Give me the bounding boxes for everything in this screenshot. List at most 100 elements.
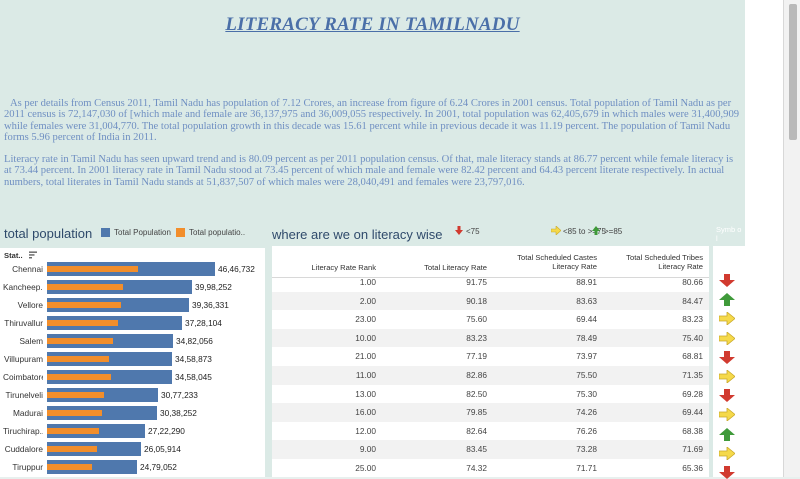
literacy-section-title: where are we on literacy wise <box>272 227 443 242</box>
total-population-bar-2[interactable] <box>47 374 111 380</box>
literacy-paragraph: Literacy rate in Tamil Nadu has seen upw… <box>4 154 734 188</box>
table-row[interactable]: 21.00 77.19 73.97 68.81 <box>272 347 709 366</box>
legend-label-total-population[interactable]: Total Population <box>114 228 171 237</box>
sort-icon[interactable] <box>29 251 38 259</box>
table-row[interactable]: 12.00 82.64 76.26 68.38 <box>272 422 709 441</box>
column-header-rank[interactable]: Literacy Rate Rank <box>311 263 376 272</box>
vertical-scrollbar[interactable] <box>783 0 800 477</box>
population-row[interactable]: Kancheep.. 39,98,252 <box>0 279 265 297</box>
total-literacy-cell: 79.85 <box>466 407 487 418</box>
column-header-st-literacy[interactable]: Total Scheduled Tribes Literacy Rate <box>626 253 703 271</box>
population-row[interactable]: Tiruchirap.. 27,22,290 <box>0 423 265 441</box>
sc-literacy-cell: 76.26 <box>576 425 597 436</box>
header-divider <box>272 277 709 278</box>
rank-cell: 1.00 <box>359 277 376 287</box>
legend-label-above-85[interactable]: >=85 <box>604 227 623 236</box>
legend-label-total-population-2[interactable]: Total populatio.. <box>189 228 246 237</box>
population-row[interactable]: Salem 34,82,056 <box>0 333 265 351</box>
legend-label-75-to-85[interactable]: <85 to >=75 <box>563 227 606 236</box>
st-literacy-cell: 84.47 <box>682 295 703 306</box>
population-row[interactable]: Villupuram 34,58,873 <box>0 351 265 369</box>
rank-cell: 11.00 <box>355 370 376 380</box>
legend-label-below-75[interactable]: <75 <box>466 227 480 236</box>
total-population-bar-2[interactable] <box>47 392 104 398</box>
table-row[interactable]: 13.00 82.50 75.30 69.28 <box>272 385 709 404</box>
total-population-bar-2[interactable] <box>47 464 92 470</box>
table-row[interactable]: 10.00 83.23 78.49 75.40 <box>272 328 709 348</box>
population-row[interactable]: Tiruppur 24,79,052 <box>0 459 265 477</box>
total-literacy-cell: 90.18 <box>466 295 487 306</box>
population-row[interactable]: Madurai 30,38,252 <box>0 405 265 423</box>
population-value: 34,58,873 <box>175 354 212 364</box>
rank-cell: 23.00 <box>355 314 376 325</box>
table-row[interactable]: 1.00 91.75 88.91 80.66 <box>272 273 709 292</box>
right-blank-area <box>745 0 784 477</box>
symbol-column <box>713 246 745 479</box>
district-name: Tiruppur <box>12 462 43 472</box>
rank-cell: 25.00 <box>355 463 376 473</box>
total-population-bar-2[interactable] <box>47 356 109 362</box>
total-population-bar-2[interactable] <box>47 338 113 344</box>
total-population-bar[interactable] <box>47 460 137 474</box>
table-row[interactable]: 16.00 79.85 74.26 69.44 <box>272 403 709 422</box>
table-row[interactable]: 23.00 75.60 69.44 83.23 <box>272 310 709 329</box>
table-row[interactable]: 9.00 83.45 73.28 71.69 <box>272 440 709 459</box>
total-population-bar-2[interactable] <box>47 266 138 272</box>
table-row[interactable]: 11.00 82.86 75.50 71.35 <box>272 366 709 385</box>
population-section-title: total population <box>4 226 93 241</box>
population-value: 37,28,104 <box>185 318 222 328</box>
total-population-bar-2[interactable] <box>47 428 99 434</box>
st-literacy-cell: 75.40 <box>682 332 703 343</box>
population-row[interactable]: Cuddalore 26,05,914 <box>0 441 265 459</box>
population-value: 34,58,045 <box>175 372 212 382</box>
district-name: Kancheep.. <box>3 282 43 292</box>
sc-literacy-cell: 78.49 <box>576 332 597 343</box>
right-arrow-yellow-icon <box>719 312 735 326</box>
total-literacy-cell: 82.86 <box>466 370 487 380</box>
table-row[interactable]: 25.00 74.32 71.71 65.36 <box>272 459 709 478</box>
district-name: Madurai <box>13 408 43 418</box>
st-literacy-cell: 71.69 <box>682 444 703 455</box>
total-population-bar-2[interactable] <box>47 410 102 416</box>
st-literacy-cell: 69.28 <box>682 388 703 399</box>
total-population-bar-2[interactable] <box>47 302 121 308</box>
census-paragraph: As per details from Census 2011, Tamil N… <box>4 98 740 144</box>
rank-cell: 12.00 <box>355 425 376 436</box>
district-name: Villupuram <box>3 354 43 364</box>
total-literacy-cell: 82.50 <box>466 388 487 399</box>
down-arrow-red-icon <box>719 466 735 479</box>
population-row[interactable]: Tirunelveli 30,77,233 <box>0 387 265 405</box>
state-column-header[interactable]: Stat.. <box>4 251 23 260</box>
population-row[interactable]: Coimbatore 34,58,045 <box>0 369 265 387</box>
column-header-total-literacy[interactable]: Total Literacy Rate <box>424 263 487 272</box>
down-arrow-red-icon <box>719 389 735 403</box>
total-population-bar[interactable] <box>47 352 172 366</box>
population-bar-chart: Stat.. Chennai 46,46,732 Kancheep.. 39,98,2… <box>0 248 265 477</box>
total-population-bar-2[interactable] <box>47 284 123 290</box>
st-literacy-cell: 83.23 <box>682 314 703 325</box>
population-row[interactable]: Vellore 39,36,331 <box>0 297 265 315</box>
population-row[interactable]: Chennai 46,46,732 <box>0 261 265 279</box>
up-arrow-green-icon <box>719 293 735 307</box>
total-population-bar-2[interactable] <box>47 446 97 452</box>
page-title: LITERACY RATE IN TAMILNADU <box>225 14 520 35</box>
table-row[interactable]: 2.00 90.18 83.63 84.47 <box>272 291 709 311</box>
down-arrow-red-icon <box>719 274 735 287</box>
total-literacy-cell: 74.32 <box>466 463 487 473</box>
district-name: Thiruvallur <box>4 318 43 328</box>
total-population-bar-2[interactable] <box>47 320 118 326</box>
total-literacy-cell: 83.45 <box>466 444 487 455</box>
district-name: Salem <box>19 336 43 346</box>
down-arrow-red-icon <box>455 226 463 235</box>
scrollbar-thumb[interactable] <box>789 4 797 140</box>
sc-literacy-cell: 71.71 <box>576 463 597 473</box>
district-name: Tirunelveli <box>5 390 43 400</box>
total-population-bar[interactable] <box>47 406 157 420</box>
sc-literacy-cell: 73.97 <box>576 351 597 362</box>
rank-cell: 10.00 <box>355 332 376 343</box>
population-row[interactable]: Thiruvallur 37,28,104 <box>0 315 265 333</box>
st-literacy-cell: 68.81 <box>682 351 703 362</box>
rank-cell: 2.00 <box>359 295 376 306</box>
column-header-sc-literacy[interactable]: Total Scheduled Castes Literacy Rate <box>517 253 597 271</box>
